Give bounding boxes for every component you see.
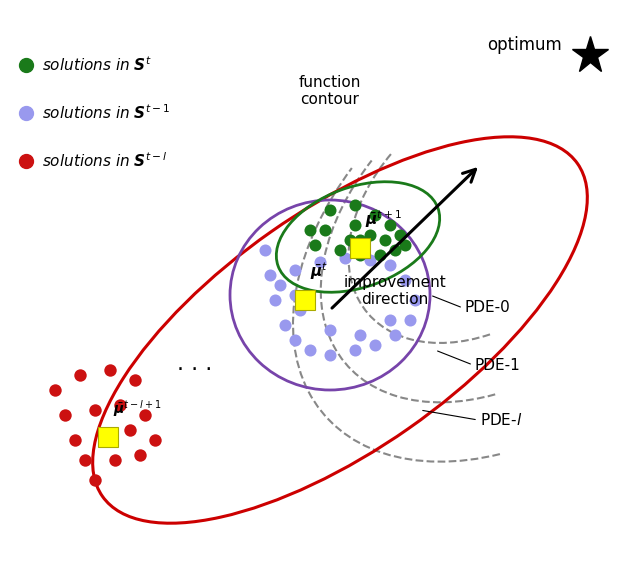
Point — [355, 331, 365, 340]
Point — [90, 475, 100, 484]
Point — [325, 350, 335, 359]
Point — [280, 320, 290, 329]
Point — [100, 430, 110, 439]
Point — [290, 266, 300, 275]
Point — [270, 295, 280, 305]
Text: improvement
direction: improvement direction — [343, 275, 447, 308]
Text: solutions in $\boldsymbol{S}^t$: solutions in $\boldsymbol{S}^t$ — [42, 56, 152, 74]
Point — [355, 236, 365, 245]
Text: PDE-$l$: PDE-$l$ — [480, 412, 522, 428]
Text: optimum: optimum — [488, 36, 563, 54]
Point — [320, 225, 330, 234]
Point — [140, 410, 150, 419]
Text: solutions in $\boldsymbol{S}^{t-1}$: solutions in $\boldsymbol{S}^{t-1}$ — [42, 104, 170, 122]
Text: · · ·: · · · — [178, 360, 213, 380]
Text: $\bar{\boldsymbol{\mu}}^{t+1}$: $\bar{\boldsymbol{\mu}}^{t+1}$ — [365, 209, 402, 230]
Point — [405, 316, 415, 325]
Point — [350, 346, 360, 355]
Point — [290, 290, 300, 300]
Point — [105, 365, 115, 374]
Point — [260, 245, 270, 255]
Point — [380, 236, 390, 245]
Text: solutions in $\boldsymbol{S}^{t-l}$: solutions in $\boldsymbol{S}^{t-l}$ — [42, 151, 168, 170]
Point — [375, 251, 385, 260]
Point — [315, 257, 325, 267]
Point — [395, 230, 405, 240]
Text: PDE-1: PDE-1 — [475, 358, 521, 373]
Point — [410, 295, 420, 305]
Point — [130, 376, 140, 385]
Point — [75, 370, 85, 380]
Point — [150, 435, 160, 445]
Point — [110, 456, 120, 465]
Point — [115, 400, 125, 410]
Text: $\bar{\boldsymbol{\mu}}^{t-l+1}$: $\bar{\boldsymbol{\mu}}^{t-l+1}$ — [113, 398, 161, 419]
Point — [305, 346, 315, 355]
Point — [370, 340, 380, 350]
Point — [325, 325, 335, 335]
Point — [80, 456, 90, 465]
Point — [310, 240, 320, 249]
Point — [355, 251, 365, 260]
Point — [370, 210, 380, 219]
Point — [275, 281, 285, 290]
Point — [400, 275, 410, 285]
Point — [50, 385, 60, 395]
Point — [365, 255, 375, 264]
Point — [125, 426, 135, 435]
Text: $\bar{\boldsymbol{\mu}}^{t}$: $\bar{\boldsymbol{\mu}}^{t}$ — [310, 260, 328, 282]
Point — [325, 206, 335, 215]
Text: function
contour: function contour — [299, 75, 361, 107]
Text: PDE-0: PDE-0 — [465, 301, 511, 316]
Point — [305, 225, 315, 234]
Point — [335, 245, 345, 255]
Point — [345, 236, 355, 245]
Point — [290, 335, 300, 344]
Point — [60, 410, 70, 419]
Point — [90, 406, 100, 415]
Point — [295, 305, 305, 314]
Point — [390, 331, 400, 340]
Point — [265, 270, 275, 279]
Point — [390, 245, 400, 255]
Point — [350, 221, 360, 230]
Point — [400, 240, 410, 249]
Point — [365, 230, 375, 240]
Point — [135, 450, 145, 460]
Point — [385, 316, 395, 325]
Point — [385, 260, 395, 270]
Point — [385, 221, 395, 230]
Point — [340, 253, 350, 263]
Point — [70, 435, 80, 445]
Point — [350, 200, 360, 210]
